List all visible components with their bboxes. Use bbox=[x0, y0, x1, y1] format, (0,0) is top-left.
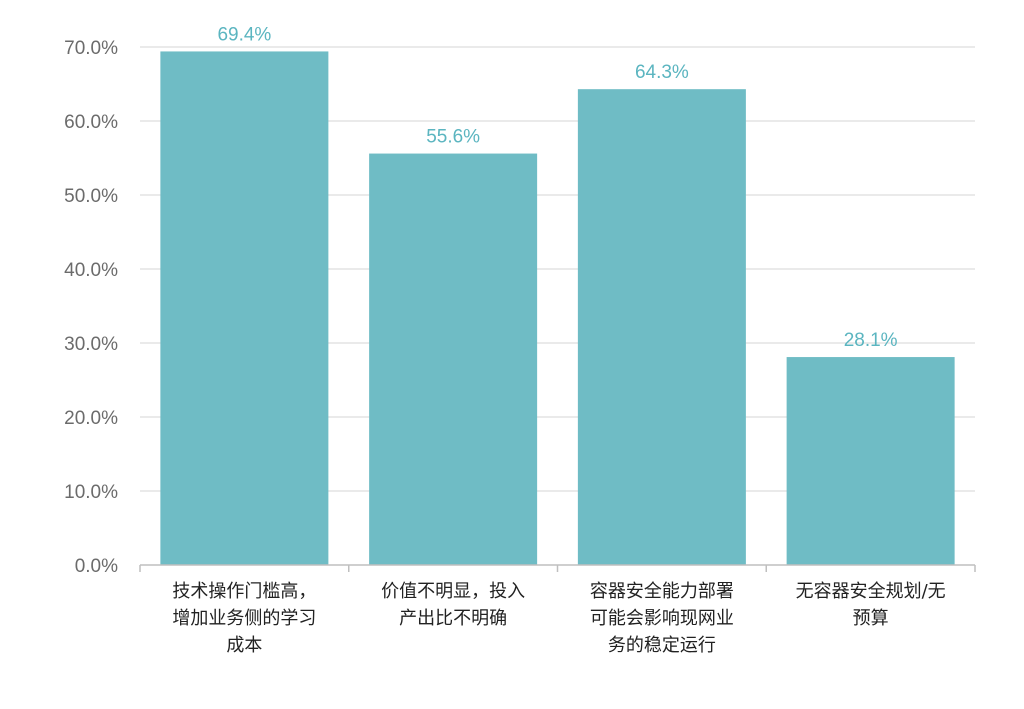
category-labels: 技术操作门槛高， 增加业务侧的学习成本 价值不明显，投入产出比不明确 容器安全能力部署… bbox=[172, 581, 945, 656]
bar bbox=[369, 153, 538, 565]
x-category-label-line: 无容器安全规划/无 bbox=[796, 581, 946, 602]
x-category-label-line: 务的稳定运行 bbox=[608, 635, 716, 656]
data-label: 28.1% bbox=[844, 330, 898, 351]
x-category-label-line: 成本 bbox=[226, 635, 262, 656]
x-category-label: 容器安全能力部署可能会影响现网业务的稳定运行 bbox=[590, 581, 734, 656]
x-category-label-line: 可能会影响现网业 bbox=[590, 608, 734, 629]
data-label: 64.3% bbox=[635, 62, 689, 83]
y-tick-label: 20.0% bbox=[64, 408, 118, 429]
bar bbox=[786, 357, 955, 565]
x-category-label: 价值不明显，投入产出比不明确 bbox=[381, 581, 525, 629]
x-category-label-line: 技术操作门槛高， bbox=[172, 581, 316, 602]
data-label: 55.6% bbox=[426, 127, 480, 148]
y-tick-label: 10.0% bbox=[64, 482, 118, 503]
x-category-label: 无容器安全规划/无预算 bbox=[796, 581, 946, 629]
y-tick-label: 40.0% bbox=[64, 260, 118, 281]
y-tick-label: 70.0% bbox=[64, 38, 118, 59]
x-category-label: 技术操作门槛高， 增加业务侧的学习成本 bbox=[172, 581, 316, 656]
bar bbox=[577, 89, 746, 566]
bars bbox=[160, 51, 955, 566]
y-axis-tick-labels: 0.0% 10.0% 20.0% 30.0% 40.0% 50.0% 60.0% 70.0% bbox=[64, 38, 118, 577]
bar bbox=[160, 51, 329, 565]
data-label: 69.4% bbox=[217, 24, 271, 45]
x-category-label-line: 价值不明显，投入 bbox=[381, 581, 525, 602]
y-tick-label: 30.0% bbox=[64, 334, 118, 355]
y-tick-label: 50.0% bbox=[64, 186, 118, 207]
x-category-label-line: 容器安全能力部署 bbox=[590, 581, 734, 602]
x-category-label-line: 预算 bbox=[853, 608, 889, 629]
x-category-label-line: 增加业务侧的学习 bbox=[172, 608, 316, 629]
x-axis bbox=[139, 564, 976, 572]
y-tick-label: 0.0% bbox=[75, 556, 118, 577]
data-labels: 69.4% 55.6% 64.3% 28.1% bbox=[217, 24, 897, 351]
y-tick-label: 60.0% bbox=[64, 112, 118, 133]
x-category-label-line: 产出比不明确 bbox=[399, 608, 507, 629]
